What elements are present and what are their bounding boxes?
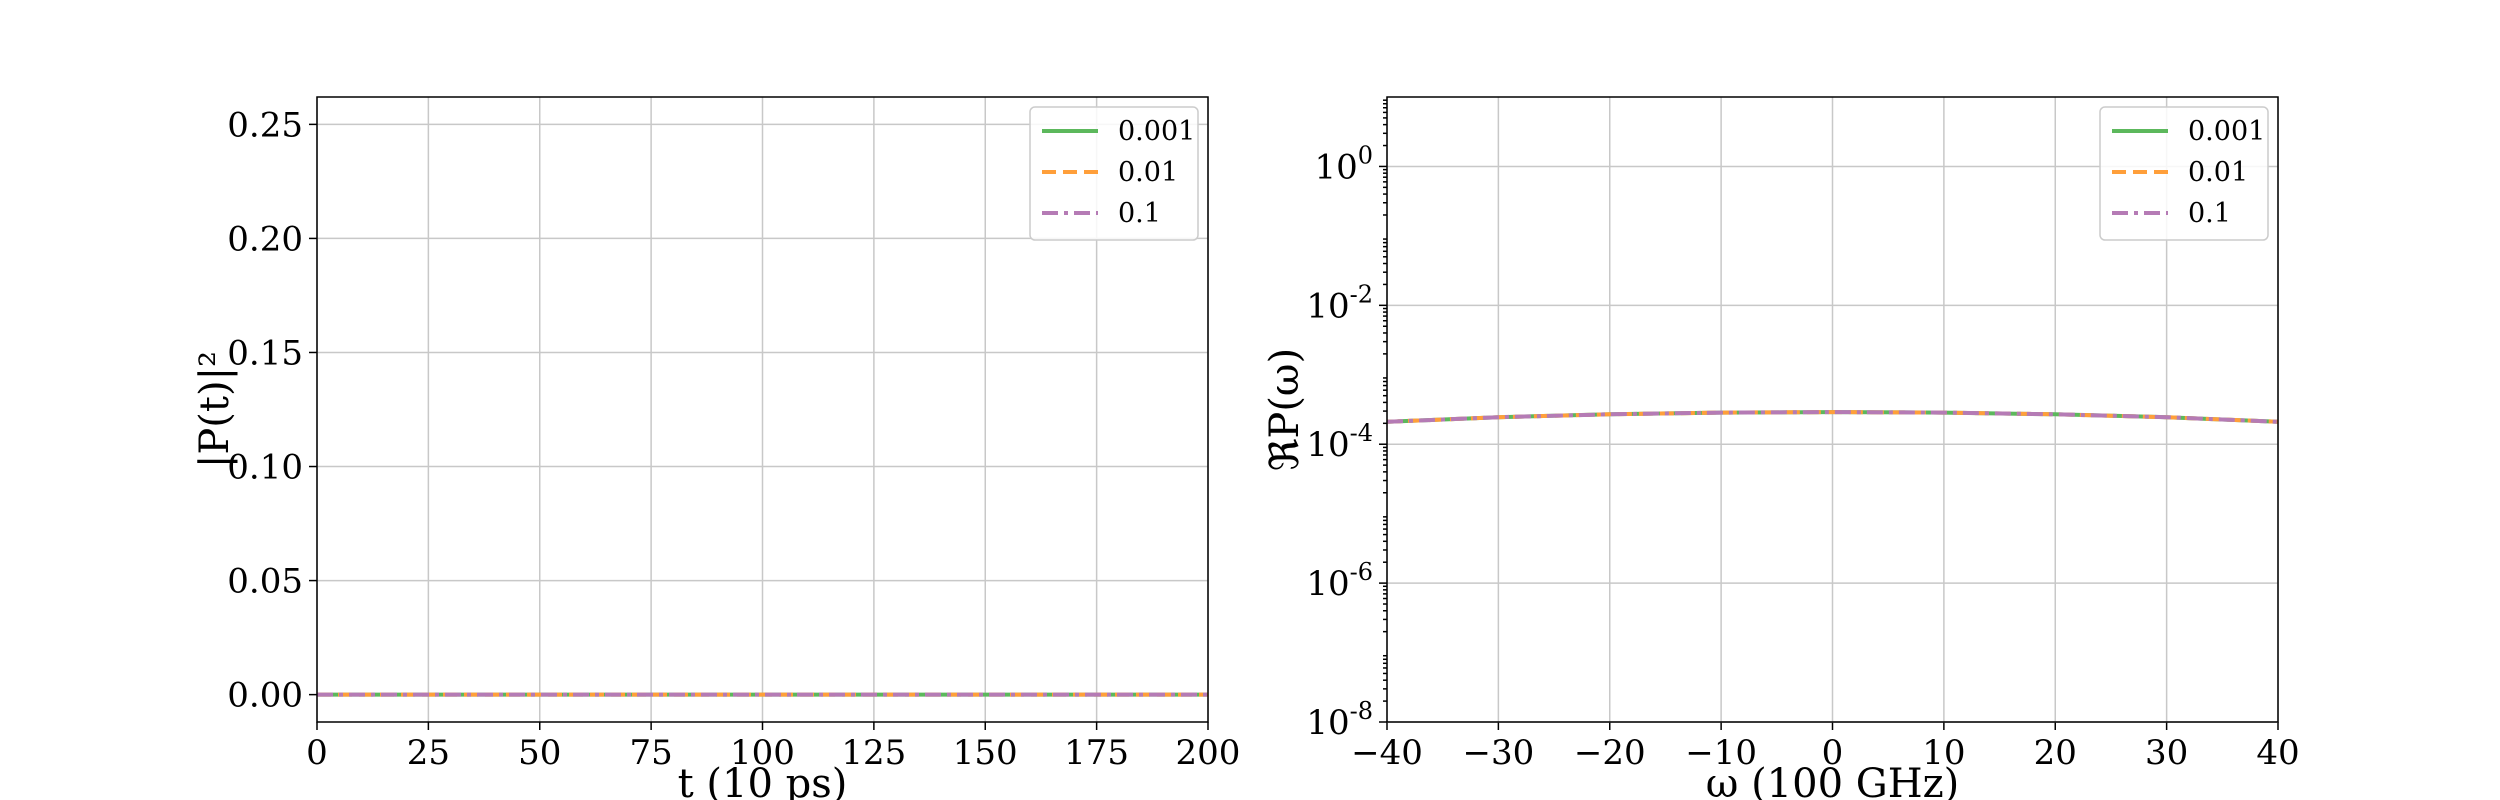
legend-box — [1029, 106, 1199, 241]
y-tick-exponent: 0 — [1358, 141, 1373, 169]
right-chart-panel: −40 −30 −20 −10 0 10 20 30 4010-810-610-410-2100… — [1262, 96, 2300, 800]
x-tick-label: 75 — [629, 733, 672, 773]
x-tick-label: 200 — [1176, 733, 1241, 773]
x-tick-label: 0 — [1822, 733, 1844, 773]
legend-label: 0.001 — [1118, 116, 1195, 147]
legend-box — [2099, 106, 2269, 241]
x-tick-label: 10 — [1922, 733, 1965, 773]
y-tick-label: 10-4 — [1306, 419, 1373, 465]
plot-frame — [1386, 96, 2279, 723]
y-tick-label: 10-8 — [1306, 697, 1373, 743]
y-tick-exponent: -2 — [1350, 280, 1373, 308]
x-tick-label: 150 — [953, 733, 1018, 773]
series-line-0.1 — [1386, 410, 2279, 424]
y-tick-label: 0.05 — [227, 562, 303, 602]
y-axis-label: ℜP(ω) — [1262, 348, 1308, 471]
legend: 0.001 0.01 0.1 — [1029, 106, 1199, 241]
x-tick-label: −40 — [1351, 733, 1423, 773]
plot-frame — [316, 96, 1209, 723]
legend-label: 0.01 — [1118, 157, 1178, 188]
legend: 0.001 0.01 0.1 — [2099, 106, 2269, 241]
y-tick-base: 10 — [1306, 286, 1349, 326]
x-axis-label: ω (100 GHz) — [1706, 761, 1960, 800]
x-axis-label: t (10 ps) — [678, 761, 848, 800]
y-tick-label: 0.10 — [227, 448, 303, 488]
x-tick-label: 175 — [1064, 733, 1129, 773]
y-tick-base: 10 — [1314, 147, 1357, 187]
y-tick-base: 10 — [1306, 425, 1349, 465]
x-tick-label: 25 — [407, 733, 450, 773]
x-tick-label: 20 — [2034, 733, 2077, 773]
y-tick-base: 10 — [1306, 564, 1349, 604]
x-tick-label: −20 — [1574, 733, 1646, 773]
legend-label: 0.1 — [2188, 198, 2231, 229]
y-tick-label: 10-2 — [1306, 280, 1373, 326]
y-tick-label: 0.25 — [227, 105, 303, 145]
y-tick-label: 10-6 — [1306, 558, 1373, 604]
y-tick-label: 0.15 — [227, 333, 303, 373]
x-tick-label: 100 — [730, 733, 795, 773]
x-tick-label: 40 — [2256, 733, 2299, 773]
x-tick-label: 125 — [841, 733, 906, 773]
x-tick-label: −10 — [1685, 733, 1757, 773]
x-tick-label: 50 — [518, 733, 561, 773]
y-tick-exponent: -4 — [1350, 419, 1373, 447]
legend-label: 0.001 — [2188, 116, 2265, 147]
y-tick-exponent: -8 — [1350, 697, 1373, 725]
y-tick-base: 10 — [1306, 703, 1349, 743]
left-chart-panel: 0 25 50 75 100 125 150 175 200 0.00 0.05 0.10 0.15 0.… — [192, 96, 1241, 800]
legend-label: 0.01 — [2188, 157, 2248, 188]
x-tick-label: 30 — [2145, 733, 2188, 773]
legend-label: 0.1 — [1118, 198, 1161, 229]
y-tick-label: 0.00 — [227, 676, 303, 716]
x-tick-label: 0 — [306, 733, 328, 773]
y-tick-label: 100 — [1314, 141, 1373, 187]
y-tick-label: 0.20 — [227, 219, 303, 259]
y-axis-label: |P(t)|² — [192, 351, 238, 468]
x-tick-label: −30 — [1462, 733, 1534, 773]
y-tick-exponent: -6 — [1350, 558, 1373, 586]
